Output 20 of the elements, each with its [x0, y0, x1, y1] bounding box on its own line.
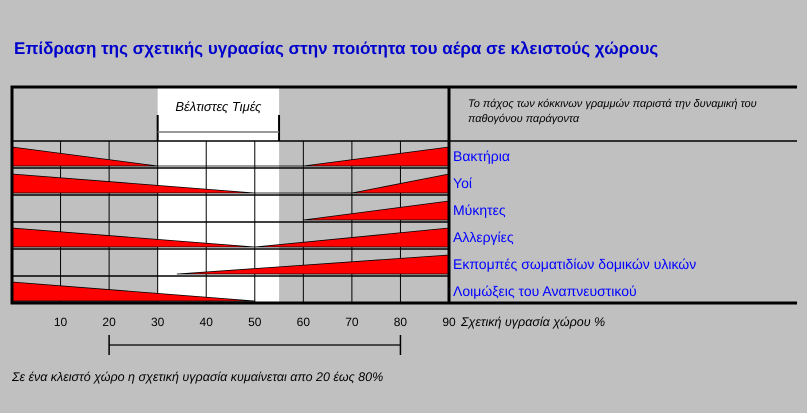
- series-label: Αλλεργίες: [453, 229, 514, 245]
- text: Λοιμώξεις του Αναπνευστικού: [453, 283, 637, 299]
- series-label: Βακτήρια: [453, 148, 510, 164]
- text: Σε ένα κλειστό χώρο η σχετική υγρασία κυμαίνεται απο 20 έως 80%: [11, 370, 384, 384]
- band-label: Βέλτιστες Τιμές: [175, 99, 262, 114]
- series-label: Υοί: [453, 175, 472, 191]
- text: Το πάχος των κόκκινων γραμμών παριστά την δυναμική του παθογόνου παράγοντα: [468, 98, 757, 125]
- x-axis-title: Σχετική υγρασία χώρου %: [460, 315, 606, 329]
- x-tick-label: 40: [200, 315, 214, 329]
- series-label: Μύκητες: [453, 202, 506, 218]
- x-tick-label: 10: [54, 315, 68, 329]
- chart-title: Επίδραση της σχετικής υγρασίας στην ποιότητα του αέρα σε κλειστούς χώρους: [14, 39, 658, 58]
- x-tick-label: 90: [442, 315, 456, 329]
- series-label: Εκπομπές σωματιδίων δομικών υλικών: [453, 256, 696, 272]
- x-tick-label: 60: [296, 315, 310, 329]
- x-tick-label: 80: [394, 315, 408, 329]
- x-tick-label: 20: [102, 315, 116, 329]
- x-tick-label: 70: [345, 315, 359, 329]
- x-tick-label: 30: [150, 315, 165, 329]
- x-tick-label: 50: [248, 315, 262, 329]
